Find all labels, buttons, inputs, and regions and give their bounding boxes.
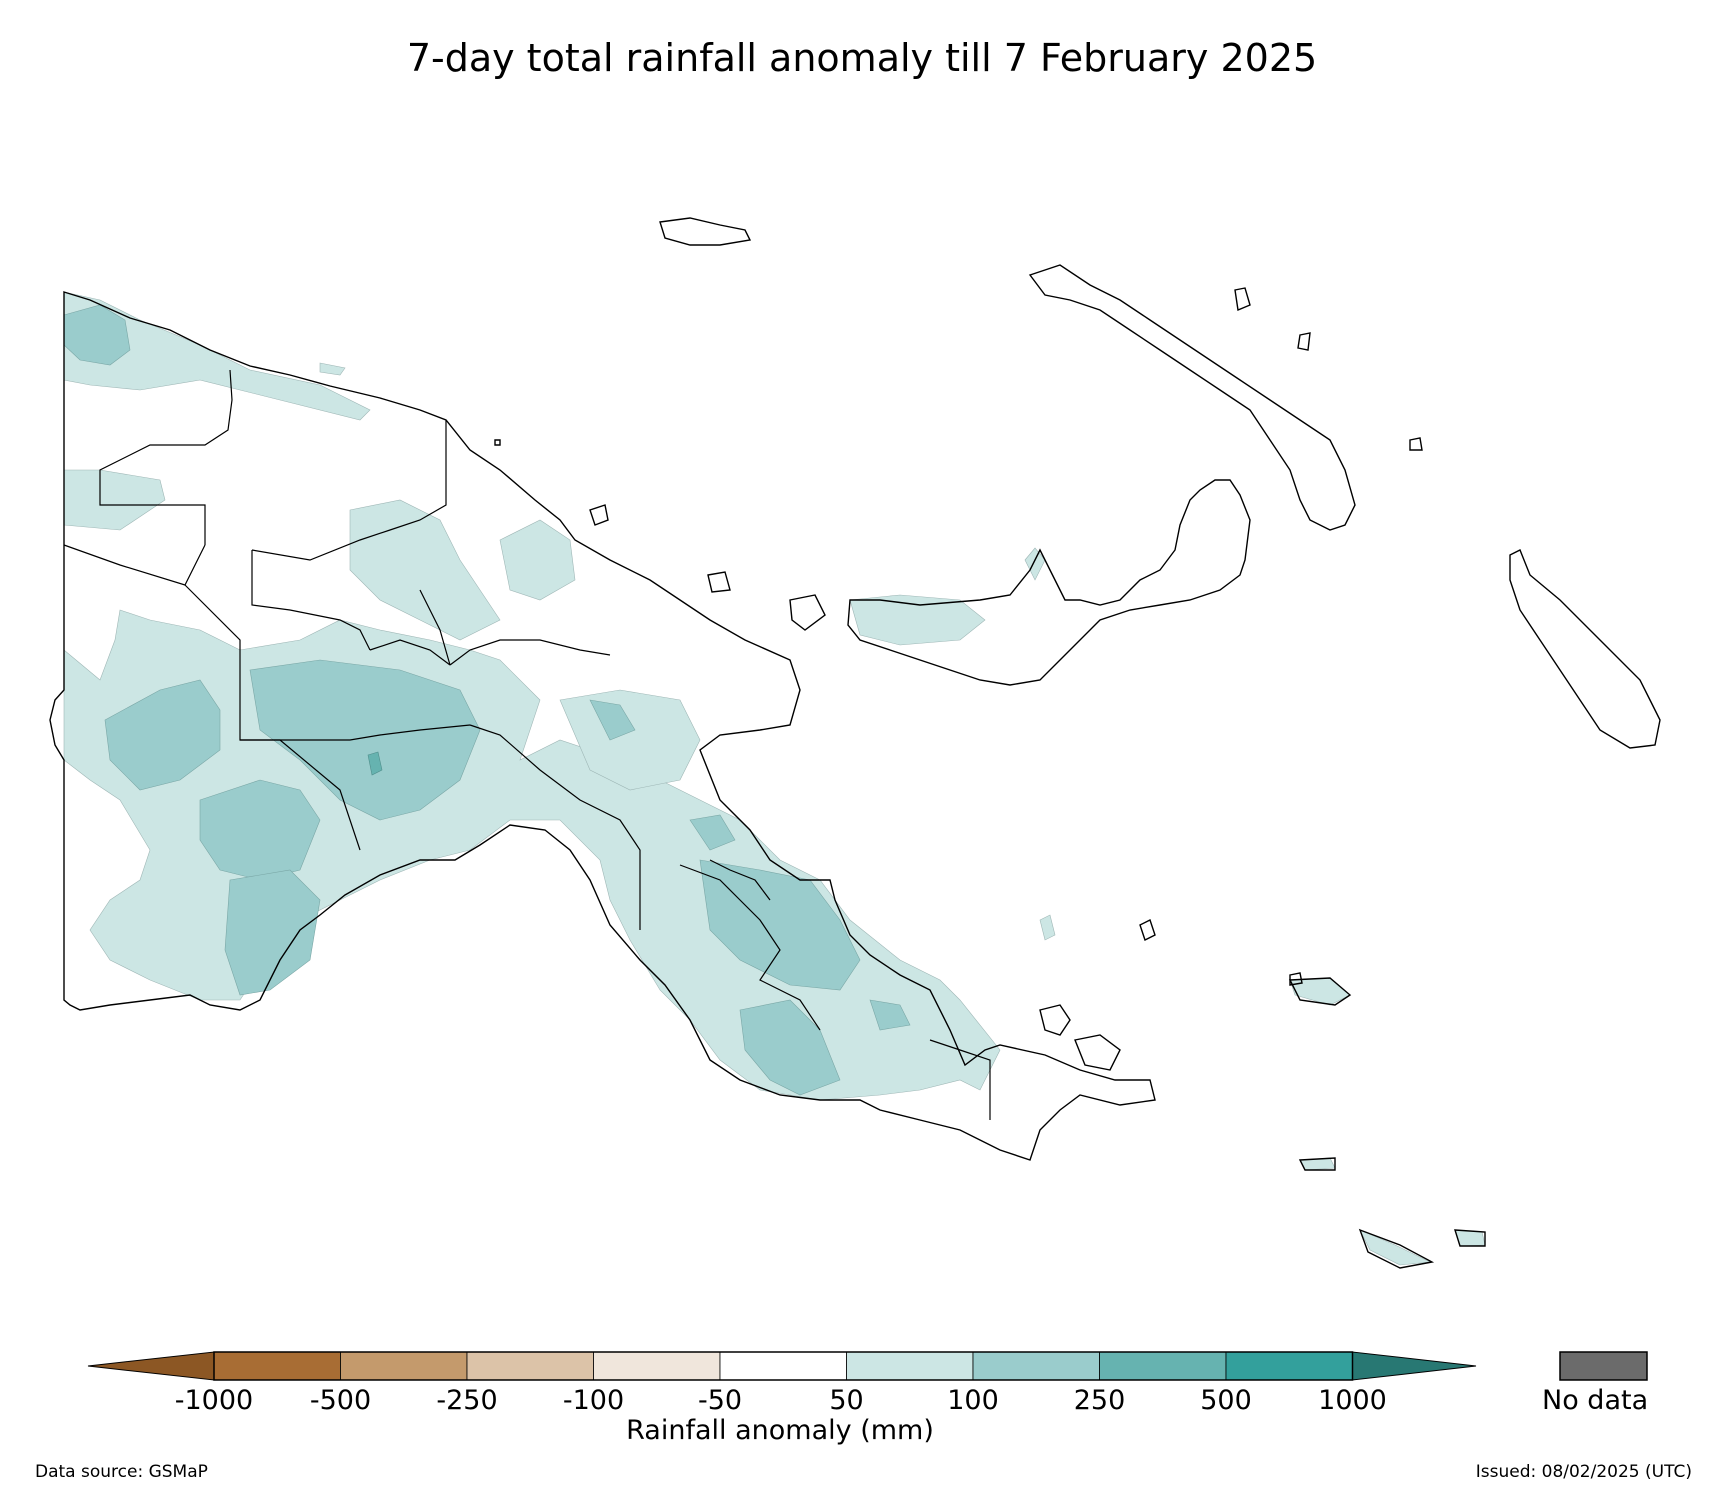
nodata-swatch — [1559, 1351, 1648, 1381]
colorbar-tick-label: 1000 — [1318, 1385, 1387, 1416]
colorbar-frame — [213, 1351, 1354, 1381]
colorbar-tick-label: 100 — [947, 1385, 999, 1416]
anomaly-region-madang — [499, 519, 576, 601]
anomaly-region-northwest-blob — [63, 304, 131, 366]
new-ireland-coastline — [1028, 264, 1356, 531]
anomaly-region-morobe-inner — [589, 699, 636, 741]
colorbar-tick-label: -500 — [309, 1385, 372, 1416]
map-title: 7-day total rainfall anomaly till 7 Febr… — [406, 36, 1318, 80]
trobriand-island-coastline — [1139, 919, 1156, 941]
boundary-west-sepik-east-sepik — [99, 369, 233, 545]
boundary-central-northern — [709, 859, 771, 901]
anomaly-region-gulf — [249, 659, 481, 821]
misima-island-coastline — [1298, 1157, 1336, 1171]
bougainville-coastline — [1509, 549, 1661, 749]
anomaly-region-western-plain — [104, 679, 221, 791]
normanby-island-coastline — [1074, 1034, 1121, 1071]
boundary-morobe-oro — [679, 864, 821, 1031]
colorbar-upper-extend — [1352, 1351, 1477, 1381]
boundary-gulf — [240, 724, 471, 741]
colorbar-tick-label: -100 — [562, 1385, 625, 1416]
boundary-eastern-highlands — [469, 724, 641, 930]
anomaly-region-milne-bay — [1039, 914, 1056, 941]
anomaly-region-morobe — [559, 689, 701, 791]
anomaly-region-south-west — [224, 869, 321, 996]
new-britain-coastline — [847, 479, 1251, 686]
boundary-madang-morobe — [449, 639, 611, 666]
boundary-chimbu — [419, 589, 451, 666]
manus-coastline — [659, 217, 752, 246]
colorbar-lower-extend — [87, 1351, 215, 1381]
colorbar-segment — [972, 1351, 1100, 1381]
goodenough-island-coastline — [1289, 972, 1303, 986]
colorbar-segment — [340, 1351, 468, 1381]
anomaly-250-500-layer — [367, 751, 383, 776]
anomaly-100-250-layer — [63, 304, 911, 1096]
anomaly-region-highlands — [349, 499, 501, 641]
anomaly-region-fly-delta — [199, 779, 321, 881]
colorbar-segment — [1099, 1351, 1227, 1381]
colorbar-segment — [719, 1351, 847, 1381]
colorbar-tick-label: -50 — [697, 1385, 743, 1416]
boundary-southern-highlands — [251, 550, 371, 651]
data-source-note: Data source: GSMaP — [35, 1462, 208, 1482]
colorbar-segment — [593, 1351, 721, 1381]
nodata-label: No data — [1542, 1385, 1649, 1416]
lihir-island-coastline — [1234, 287, 1251, 311]
anomaly-region-lae — [689, 814, 736, 851]
anomaly-region-south-coast — [739, 999, 841, 1096]
colorbar-segment — [1225, 1351, 1353, 1381]
colorbar-title: Rainfall anomaly (mm) — [626, 1415, 934, 1446]
anomaly-region-oro — [869, 999, 911, 1031]
anomaly-region-south-main — [63, 609, 1001, 1101]
rossel-island-coastline — [1454, 1229, 1486, 1247]
boundary-highlands-central — [369, 639, 451, 666]
colorbar-tick-label: -250 — [436, 1385, 498, 1416]
fergusson-island-coastline — [1039, 1004, 1071, 1036]
boundary-oro-milne — [929, 1039, 991, 1120]
colorbar-tick-label: 50 — [829, 1385, 864, 1416]
anomaly-region-trobriand — [319, 362, 346, 376]
colorbar-segment — [846, 1351, 974, 1381]
anomaly-50-100-layer — [63, 291, 1486, 1266]
anomaly-region-solomon-2 — [1359, 1229, 1432, 1266]
boundary-western-province — [63, 544, 206, 586]
feni-island-coastline — [1409, 437, 1423, 451]
long-island-coastline — [707, 571, 731, 593]
coastline-layer — [49, 217, 1661, 1269]
mainland-coastline — [49, 291, 1156, 1161]
colorbar — [87, 1351, 1477, 1381]
colorbar-tick-label: 250 — [1073, 1385, 1126, 1416]
colorbar-segment — [213, 1351, 341, 1381]
colorbar-segment — [466, 1351, 594, 1381]
boundary-sepik-madang — [251, 420, 447, 561]
anomaly-region-new-britain — [849, 594, 986, 646]
anomaly-region-west — [63, 469, 166, 531]
anomaly-region-central-east — [699, 859, 861, 991]
tagula-island-coastline — [1358, 1228, 1435, 1269]
colorbar-tick-label: 500 — [1200, 1385, 1252, 1416]
tabar-island-coastline — [1297, 332, 1311, 351]
province-boundaries — [63, 369, 991, 1120]
anomaly-region-gulf-core — [367, 751, 383, 776]
karkar-island-coastline — [589, 504, 609, 526]
umboi-island-coastline — [789, 594, 826, 631]
woodlark-island-coastline — [1288, 977, 1352, 1006]
wuvulu-island-coastline — [494, 439, 501, 446]
colorbar-tick-label: -1000 — [174, 1385, 254, 1416]
issued-date-note: Issued: 08/02/2025 (UTC) — [1475, 1462, 1692, 1482]
